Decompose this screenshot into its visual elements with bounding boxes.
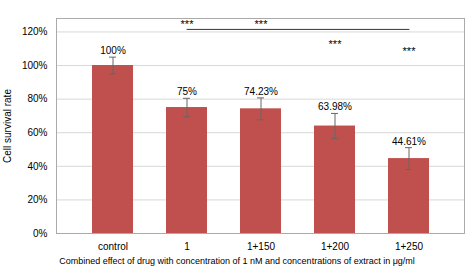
svg-text:***: *** [181, 18, 195, 30]
svg-text:1: 1 [184, 241, 190, 252]
svg-text:0%: 0% [33, 228, 48, 239]
svg-text:***: *** [403, 45, 417, 57]
svg-text:44.61%: 44.61% [392, 136, 426, 147]
html-text:Combined effect of drug with c: Combined effect of drug with concentrati… [59, 256, 415, 266]
svg-text:60%: 60% [27, 127, 47, 138]
svg-text:20%: 20% [27, 194, 47, 205]
svg-text:1+200: 1+200 [321, 241, 350, 252]
svg-text:120%: 120% [22, 26, 48, 37]
svg-text:Cell survival rate: Cell survival rate [2, 89, 13, 163]
svg-text:75%: 75% [177, 86, 197, 97]
svg-text:100%: 100% [100, 45, 126, 56]
svg-text:1+250: 1+250 [395, 241, 424, 252]
svg-text:74.23%: 74.23% [244, 86, 278, 97]
svg-text:control: control [98, 241, 128, 252]
svg-text:40%: 40% [27, 161, 47, 172]
svg-text:63.98%: 63.98% [318, 101, 352, 112]
svg-text:1+150: 1+150 [247, 241, 276, 252]
svg-text:100%: 100% [22, 60, 48, 71]
svg-text:80%: 80% [27, 93, 47, 104]
svg-text:***: *** [255, 18, 269, 30]
svg-text:***: *** [329, 38, 343, 50]
